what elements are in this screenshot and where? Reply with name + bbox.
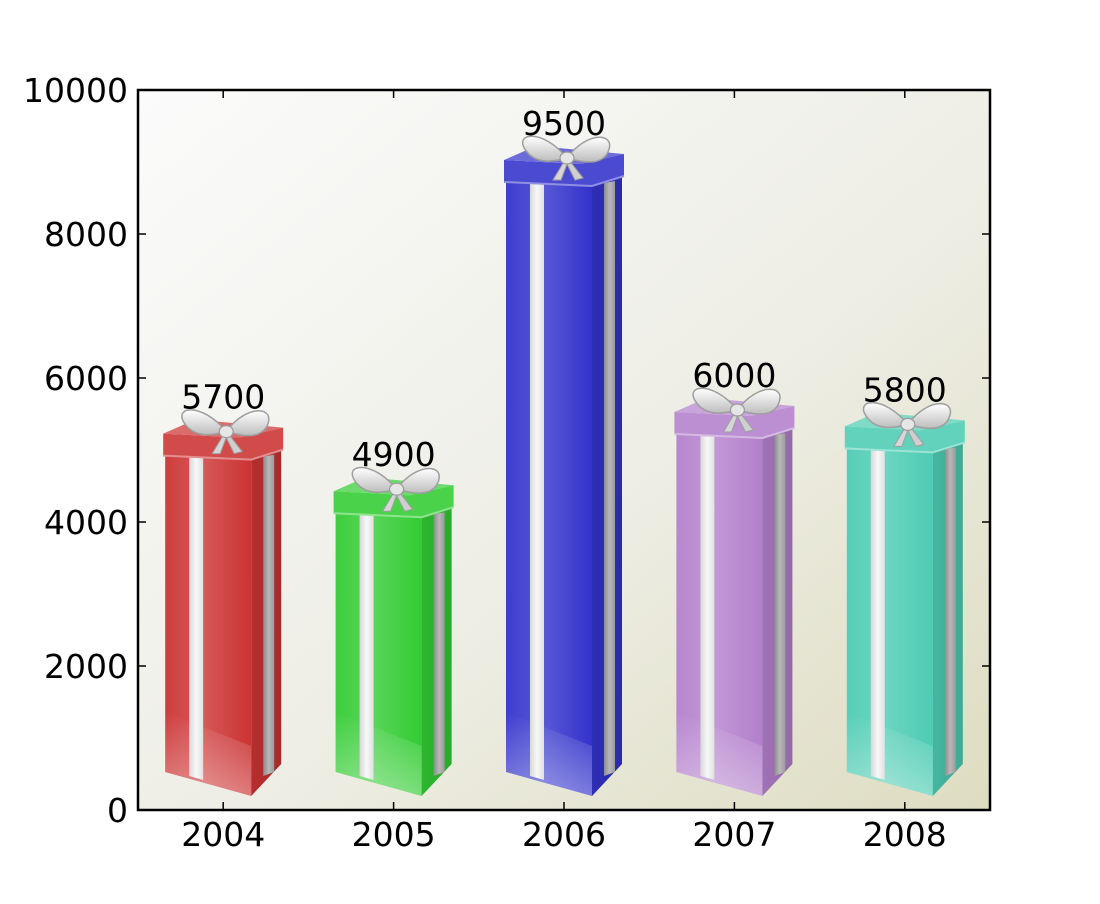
y-tick-label-0: 0: [107, 791, 128, 830]
x-tick-label-2004: 2004: [181, 815, 265, 854]
data-label-2008: 5800: [863, 370, 947, 409]
gift-bow-knot: [559, 151, 575, 165]
gift-box-lid-edge: [163, 448, 284, 461]
y-tick-label-10000: 10000: [23, 71, 128, 110]
axis-ticks-layer: 2004 2005 2006 2007 2008 0 2000 4000 6000 8000 100…: [23, 71, 990, 854]
gift-box-bottom-glow: [165, 712, 252, 796]
gift-box-lid-edge: [333, 506, 454, 519]
gift-box-bottom-glow: [335, 712, 422, 796]
gift-box-front-shine: [676, 434, 763, 796]
gift-ribbon-front: [530, 183, 544, 780]
y-tick-label-6000: 6000: [44, 359, 128, 398]
gift-box-bottom-glow: [676, 712, 763, 796]
y-tick-label-2000: 2000: [44, 647, 128, 686]
gift-bar-2004: [163, 409, 284, 796]
gift-ribbon-side: [433, 512, 445, 776]
gift-bow-loop-left: [351, 466, 398, 493]
gift-bow-loop-left: [692, 387, 739, 414]
gift-bow-loop-right: [565, 136, 611, 163]
gift-bar-2005: [333, 466, 454, 796]
gift-bar-2007: [674, 387, 795, 796]
gift-box-bottom-glow: [506, 712, 592, 796]
gift-bow-loop-left: [181, 409, 228, 436]
x-tick-label-2007: 2007: [692, 815, 776, 854]
gift-bar-2006: [503, 135, 625, 796]
data-label-2006: 9500: [522, 104, 606, 143]
gift-ribbon-front: [870, 449, 885, 780]
gift-bow-loop-right: [736, 388, 781, 415]
y-tick-label-8000: 8000: [44, 215, 128, 254]
gift-bow-knot: [729, 403, 746, 417]
data-label-2005: 4900: [352, 435, 436, 474]
gift-ribbon-side: [944, 447, 956, 776]
gift-ribbon-side: [774, 433, 786, 776]
y-tick-label-4000: 4000: [44, 503, 128, 542]
gift-bow-knot: [218, 425, 234, 439]
gift-box-lid-edge: [674, 427, 795, 440]
gift-bow-knot: [900, 417, 916, 431]
gift-ribbon-front: [189, 456, 204, 780]
x-tick-label-2005: 2005: [352, 815, 436, 854]
gift-bow-loop-left: [862, 401, 910, 429]
data-label-2004: 5700: [181, 378, 265, 417]
gift-box-front-shine: [165, 455, 252, 796]
gift-bow-loop-right: [395, 467, 440, 494]
gift-bow-loop-right: [224, 410, 270, 437]
gift-bow-loop-right: [906, 402, 951, 430]
gift-ribbon-side: [263, 454, 275, 776]
data-labels-layer: 5700 4900 9500 6000 5800: [181, 104, 947, 474]
gift-bow-knot: [389, 482, 405, 496]
gift-bow-loop-left: [521, 135, 569, 162]
data-label-2007: 6000: [692, 356, 776, 395]
gift-ribbon-front: [359, 514, 374, 780]
gift-box-bottom-glow: [846, 712, 933, 796]
gift-box-lid-edge: [503, 175, 625, 188]
gift-ribbon-side: [604, 181, 615, 776]
gift-ribbon-front: [700, 435, 715, 780]
gift-box-lid-edge: [844, 441, 966, 454]
gift-box-front-shine: [846, 448, 933, 796]
bars-layer: [163, 135, 966, 796]
gift-box-front-shine: [506, 182, 592, 796]
gift-bar-2008: [844, 401, 966, 796]
x-tick-label-2008: 2008: [863, 815, 947, 854]
x-tick-label-2006: 2006: [522, 815, 606, 854]
